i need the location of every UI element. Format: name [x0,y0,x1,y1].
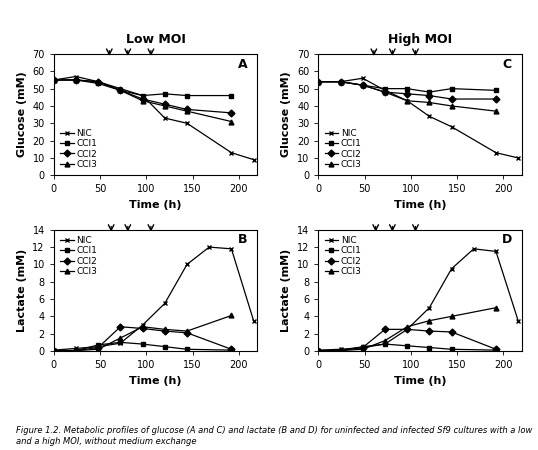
Text: B: B [238,234,247,247]
Y-axis label: Glucose (mM): Glucose (mM) [17,72,27,158]
Legend: NIC, CCl1, CCl2, CCl3: NIC, CCl1, CCl2, CCl3 [323,234,364,278]
Legend: NIC, CCl1, CCl2, CCl3: NIC, CCl1, CCl2, CCl3 [323,127,364,171]
Y-axis label: Glucose (mM): Glucose (mM) [281,72,292,158]
X-axis label: Time (h): Time (h) [394,376,447,386]
Title: Low MOI: Low MOI [125,33,186,46]
Text: C: C [502,58,512,71]
X-axis label: Time (h): Time (h) [394,200,447,210]
Legend: NIC, CCl1, CCl2, CCl3: NIC, CCl1, CCl2, CCl3 [58,234,99,278]
Text: D: D [501,234,512,247]
X-axis label: Time (h): Time (h) [129,200,182,210]
Text: Figure 1.2. Metabolic profiles of glucose (A and C) and lactate (B and D) for un: Figure 1.2. Metabolic profiles of glucos… [16,426,533,446]
Legend: NIC, CCl1, CCl2, CCl3: NIC, CCl1, CCl2, CCl3 [58,127,99,171]
Text: A: A [237,58,247,71]
X-axis label: Time (h): Time (h) [129,376,182,386]
Y-axis label: Lactate (mM): Lactate (mM) [17,249,27,332]
Title: High MOI: High MOI [388,33,452,46]
Y-axis label: Lactate (mM): Lactate (mM) [281,249,292,332]
